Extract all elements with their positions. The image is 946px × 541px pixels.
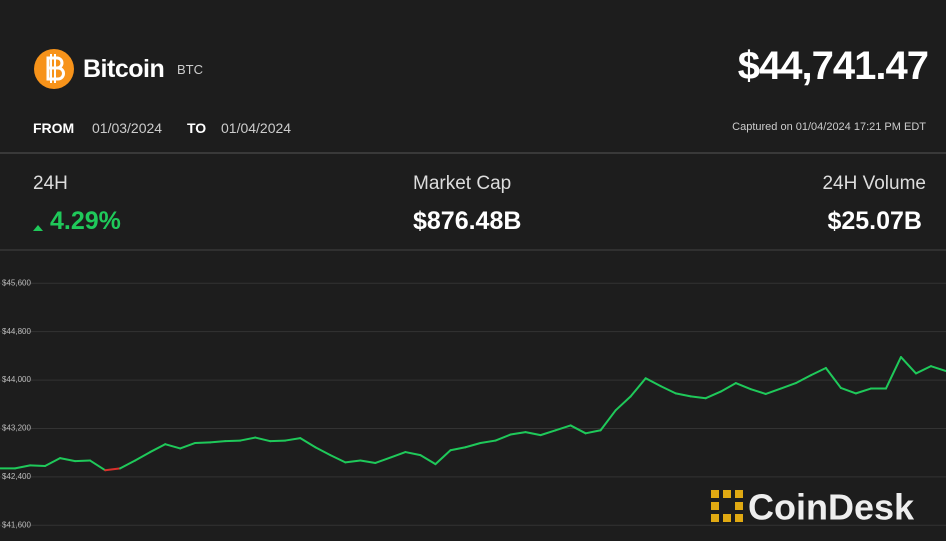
price-line <box>14 464 32 470</box>
price-line <box>614 395 632 412</box>
bitcoin-logo <box>34 49 74 89</box>
up-arrow <box>33 225 43 231</box>
price-line <box>344 459 362 464</box>
price-line <box>659 385 677 395</box>
price-line <box>689 395 707 400</box>
price-line <box>884 356 902 390</box>
y-tick-label: $44,800 <box>2 327 31 336</box>
price-line <box>584 429 602 435</box>
price-line <box>464 441 482 449</box>
y-tick-label: $42,400 <box>2 472 31 481</box>
price-line <box>599 409 617 432</box>
stat-value: $876.48B <box>413 207 522 235</box>
price-line <box>149 443 167 454</box>
price-line <box>119 459 137 470</box>
price: $44,741.47 <box>737 44 929 88</box>
y-tick-label: $45,600 <box>2 278 31 287</box>
price-line <box>704 390 722 400</box>
to-label: TO <box>187 120 207 136</box>
price-line <box>254 436 272 443</box>
price-line <box>554 424 572 432</box>
price-line <box>389 451 407 459</box>
to-date: 01/04/2024 <box>221 120 292 136</box>
captured: Captured on 01/04/2024 17:21 PM EDT <box>732 121 926 133</box>
y-tick-label: $44,000 <box>2 375 31 384</box>
stat-label: 24H Volume <box>822 173 926 194</box>
price-line <box>674 392 692 398</box>
price-line <box>794 374 812 385</box>
price-line <box>779 382 797 390</box>
price-line <box>89 459 107 472</box>
price-line <box>929 365 946 372</box>
price-line <box>359 459 377 464</box>
coin-symbol: BTC <box>177 62 203 77</box>
price-line <box>899 356 917 375</box>
price-line <box>44 457 62 467</box>
price-line <box>749 388 767 395</box>
coindesk-logo <box>711 490 743 522</box>
price-line <box>524 431 542 437</box>
from-label: FROM <box>33 120 75 136</box>
from-date: 01/03/2024 <box>92 120 163 136</box>
price-line <box>824 366 842 389</box>
price-line <box>839 386 857 395</box>
price-line <box>809 366 827 377</box>
y-tick-label: $43,200 <box>2 424 31 433</box>
watermark: CoinDesk <box>748 487 915 528</box>
price-line <box>449 446 467 452</box>
price-line <box>374 456 392 464</box>
price-line <box>419 454 437 466</box>
price-line <box>569 424 587 435</box>
price-line <box>74 459 92 463</box>
price-line <box>404 451 422 457</box>
price-line <box>494 433 512 442</box>
coin-name: Bitcoin <box>83 55 165 83</box>
price-line <box>164 443 182 450</box>
price-line <box>719 382 737 393</box>
price-line <box>329 454 347 464</box>
price-line <box>629 377 647 398</box>
price-line <box>284 437 302 442</box>
price-line <box>914 365 932 375</box>
price-line <box>224 439 242 443</box>
price-line <box>764 387 782 395</box>
stat-value: $25.07B <box>827 207 922 235</box>
price-line <box>479 439 497 444</box>
price-line <box>644 377 662 388</box>
stat-label: 24H <box>33 173 68 194</box>
price-line <box>134 451 152 462</box>
price-line <box>509 431 527 436</box>
price-line <box>854 387 872 395</box>
stat-label: Market Cap <box>413 173 512 194</box>
price-line <box>29 464 47 467</box>
price-line <box>734 382 752 391</box>
price-line <box>194 441 212 444</box>
price-line <box>239 436 257 442</box>
price-line <box>539 429 557 437</box>
price-line <box>104 467 122 472</box>
price-line <box>179 441 197 450</box>
price-line <box>434 449 452 466</box>
price-line <box>59 457 77 463</box>
price-line <box>209 440 227 444</box>
price-line <box>314 446 332 457</box>
stat-value: 4.29% <box>50 207 121 235</box>
price-line <box>299 437 317 449</box>
y-tick-label: $41,600 <box>2 520 31 529</box>
price-line <box>269 439 287 443</box>
